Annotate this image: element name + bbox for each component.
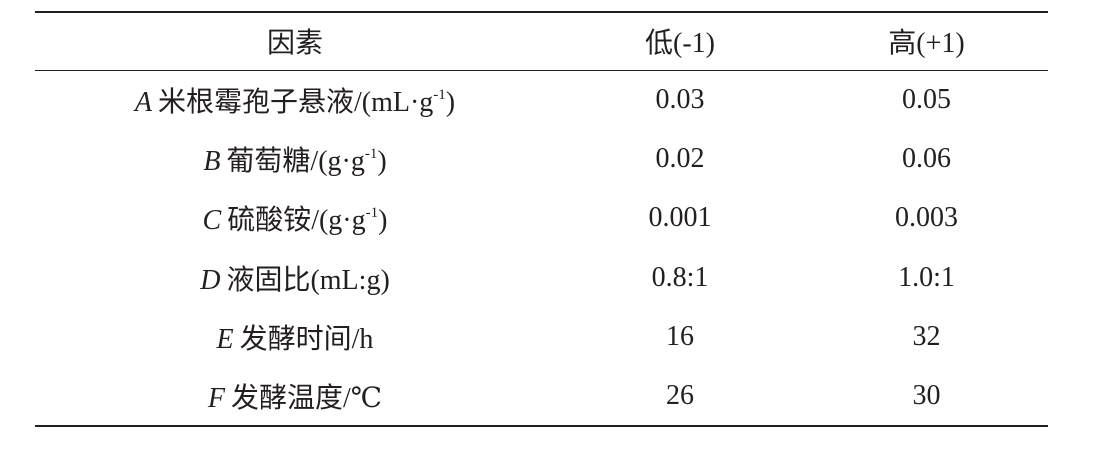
table-body: A 米根霉孢子悬液/(mL·g-1) 0.03 0.05 B 葡萄糖/(g·g-1) 0.0… <box>35 70 1048 426</box>
factor-name: 葡萄糖/(g·g <box>226 145 365 177</box>
low-level-cell: 0.001 <box>648 202 712 234</box>
low-level-cell: 26 <box>666 379 694 411</box>
header-cell: 高(+1) <box>888 28 965 60</box>
factor-superscript: -1 <box>433 86 446 103</box>
factor-cell: D 液固比(mL:g) <box>35 248 555 307</box>
header-cell: 因素 <box>266 28 323 60</box>
table-row: B 葡萄糖/(g·g-1) 0.02 0.06 <box>35 129 1048 188</box>
factor-letter: B <box>203 145 221 177</box>
factor-name: 发酵时间/h <box>239 323 374 355</box>
factor-cell: A 米根霉孢子悬液/(mL·g-1) <box>35 70 555 129</box>
table-row: A 米根霉孢子悬液/(mL·g-1) 0.03 0.05 <box>35 70 1048 129</box>
factor-letter: D <box>200 264 221 296</box>
factor-letter: C <box>202 205 222 237</box>
low-level-cell: 0.03 <box>655 83 705 115</box>
high-level-cell: 1.0:1 <box>898 261 955 293</box>
table-header: 因素 低(-1) 高(+1) <box>35 12 1048 70</box>
factor-cell: B 葡萄糖/(g·g-1) <box>35 129 555 188</box>
factor-tail: ) <box>378 205 388 237</box>
high-level-cell: 32 <box>912 320 941 352</box>
low-level-cell: 0.8:1 <box>651 261 709 293</box>
table-row: F 发酵温度/℃ 26 30 <box>35 366 1048 425</box>
header-row: 因素 低(-1) 高(+1) <box>35 12 1048 70</box>
factor-name: 硫酸铵/(g·g <box>227 205 366 237</box>
factor-letter: E <box>216 323 234 355</box>
factor-name: 发酵温度/℃ <box>231 382 383 414</box>
factor-table: 因素 低(-1) 高(+1) A 米根霉孢子悬液/(mL·g-1) 0.03 0.05… <box>35 11 1048 427</box>
high-level-cell: 0.003 <box>895 202 958 234</box>
factor-letter: A <box>134 86 152 118</box>
high-level-cell: 0.06 <box>902 142 951 174</box>
low-level-cell: 0.02 <box>655 142 705 174</box>
factor-tail: ) <box>445 86 456 118</box>
table-row: D 液固比(mL:g) 0.8:1 1.0:1 <box>35 248 1048 307</box>
factor-cell: E 发酵时间/h <box>35 307 555 366</box>
high-level-cell: 0.05 <box>902 83 951 115</box>
header-cell: 低(-1) <box>645 28 715 60</box>
factor-name: 米根霉孢子悬液/(mL·g <box>157 86 434 118</box>
factor-superscript: -1 <box>364 145 378 162</box>
factor-name: 液固比(mL:g) <box>226 264 390 296</box>
low-level-cell: 16 <box>666 320 694 352</box>
factor-tail: ) <box>377 145 387 177</box>
factor-cell: C 硫酸铵/(g·g-1) <box>35 189 555 248</box>
high-level-cell: 30 <box>912 379 941 411</box>
factor-cell: F 发酵温度/℃ <box>35 366 555 425</box>
table-row: E 发酵时间/h 16 32 <box>35 307 1048 366</box>
factor-superscript: -1 <box>365 205 379 222</box>
table-row: C 硫酸铵/(g·g-1) 0.001 0.003 <box>35 189 1048 248</box>
factor-letter: F <box>207 382 225 414</box>
